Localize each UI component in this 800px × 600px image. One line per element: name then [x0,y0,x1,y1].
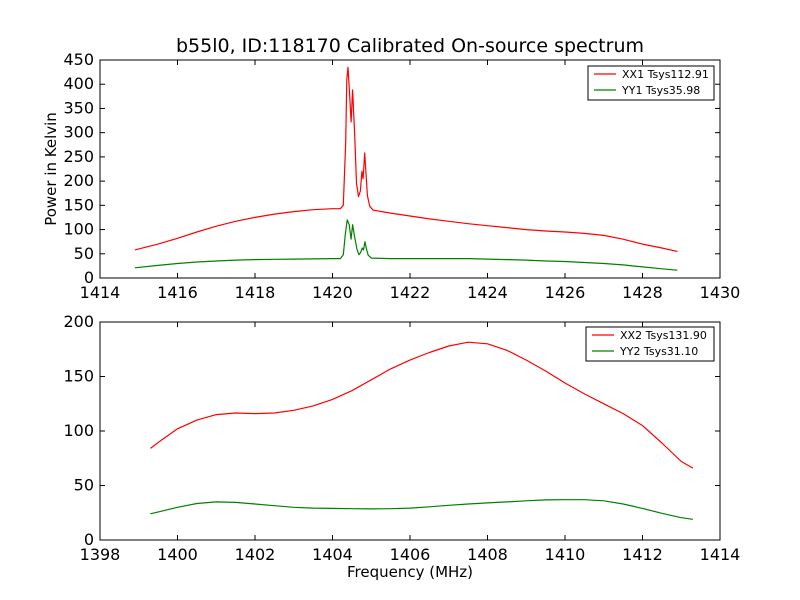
top-y-tick-label: 150 [63,195,94,214]
bottom-legend-label-yy2: YY2 Tsys31.10 [619,345,698,358]
bottom-y-tick-label: 150 [63,367,94,386]
bottom-x-tick-label: 1404 [312,545,353,564]
top-y-tick-label: 200 [63,171,94,190]
bottom-y-tick-label: 50 [74,476,94,495]
top-subplot: b55l0, ID:118170 Calibrated On-source sp… [42,35,740,302]
top-x-tick-label: 1424 [467,283,508,302]
top-legend: XX1 Tsys112.91 YY1 Tsys35.98 [587,65,715,101]
top-y-tick-label: 250 [63,147,94,166]
bottom-series-lines [150,341,694,520]
top-series-lines [134,66,678,271]
bottom-x-ticks: 1398 1400 1402 1404 1406 1408 1410 1412 1414 [80,322,741,564]
top-legend-box [587,65,715,101]
top-x-tick-label: 1420 [312,283,353,302]
top-series-line-2 [134,219,678,271]
top-y-ticks: 0 50 100 150 200 250 300 350 400 450 [63,50,720,287]
bottom-x-tick-label: 1410 [545,545,586,564]
top-legend-label-yy1: YY1 Tsys35.98 [621,84,700,97]
bottom-x-axis-label: Frequency (MHz) [347,563,473,581]
top-x-tick-label: 1414 [80,283,121,302]
top-series-line-1 [134,66,678,252]
bottom-x-tick-label: 1406 [390,545,431,564]
bottom-x-tick-label: 1412 [622,545,663,564]
bottom-y-tick-label: 200 [63,312,94,331]
bottom-series-line-2 [150,499,693,520]
top-y-tick-label: 400 [63,74,94,93]
top-legend-label-xx1: XX1 Tsys112.91 [622,68,709,81]
bottom-legend: XX2 Tsys131.90 YY2 Tsys31.10 [585,326,715,362]
top-y-tick-label: 50 [74,244,94,263]
bottom-x-tick-label: 1402 [235,545,276,564]
bottom-x-tick-label: 1398 [80,545,121,564]
top-x-tick-label: 1422 [390,283,431,302]
bottom-x-tick-label: 1414 [700,545,741,564]
bottom-y-ticks: 0 50 100 150 200 [63,312,720,549]
bottom-subplot: 1398 1400 1402 1404 1406 1408 1410 1412 1414 0 50… [63,312,740,581]
bottom-y-tick-label: 100 [63,421,94,440]
top-x-tick-label: 1428 [622,283,663,302]
top-x-tick-label: 1418 [235,283,276,302]
bottom-legend-box [585,326,715,362]
top-y-tick-label: 0 [84,268,94,287]
top-x-tick-label: 1426 [545,283,586,302]
top-x-ticks: 1414 1416 1418 1420 1422 1424 1426 1428 1430 [80,60,741,302]
bottom-series-line-1 [150,341,694,469]
top-y-tick-label: 350 [63,98,94,117]
top-x-tick-label: 1416 [157,283,198,302]
top-chart-title: b55l0, ID:118170 Calibrated On-source sp… [176,35,644,57]
top-y-axis-label: Power in Kelvin [42,112,60,226]
top-y-tick-label: 300 [63,123,94,142]
top-y-tick-label: 100 [63,220,94,239]
bottom-legend-label-xx2: XX2 Tsys131.90 [620,329,707,342]
top-y-tick-label: 450 [63,50,94,69]
bottom-y-tick-label: 0 [84,530,94,549]
bottom-x-tick-label: 1400 [157,545,198,564]
top-x-tick-label: 1430 [700,283,741,302]
bottom-x-tick-label: 1408 [467,545,508,564]
